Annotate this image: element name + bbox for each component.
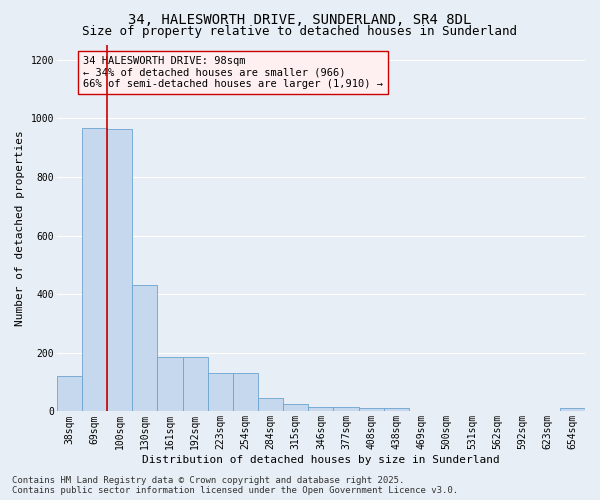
Text: Size of property relative to detached houses in Sunderland: Size of property relative to detached ho… (83, 25, 517, 38)
X-axis label: Distribution of detached houses by size in Sunderland: Distribution of detached houses by size … (142, 455, 500, 465)
Bar (107, 129, 132, 412)
Text: 34 HALESWORTH DRIVE: 98sqm
← 34% of detached houses are smaller (966)
66% of sem: 34 HALESWORTH DRIVE: 98sqm ← 34% of deta… (83, 56, 383, 89)
Bar (182, 357, 208, 412)
Text: 34, HALESWORTH DRIVE, SUNDERLAND, SR4 8DL: 34, HALESWORTH DRIVE, SUNDERLAND, SR4 8D… (128, 12, 472, 26)
Bar (283, 404, 308, 411)
Text: Contains HM Land Registry data © Crown copyright and database right 2025.
Contai: Contains HM Land Registry data © Crown c… (12, 476, 458, 495)
Bar (384, 408, 409, 412)
Bar (308, 407, 334, 412)
Bar (258, 398, 283, 411)
Bar (233, 374, 258, 412)
Bar (82, 128, 107, 412)
Bar (57, 376, 82, 412)
Y-axis label: Number of detached properties: Number of detached properties (15, 130, 25, 326)
Bar (208, 374, 233, 412)
Bar (560, 408, 585, 412)
Bar (157, 357, 182, 412)
Bar (132, 286, 157, 412)
Bar (334, 407, 359, 412)
Bar (359, 408, 384, 412)
